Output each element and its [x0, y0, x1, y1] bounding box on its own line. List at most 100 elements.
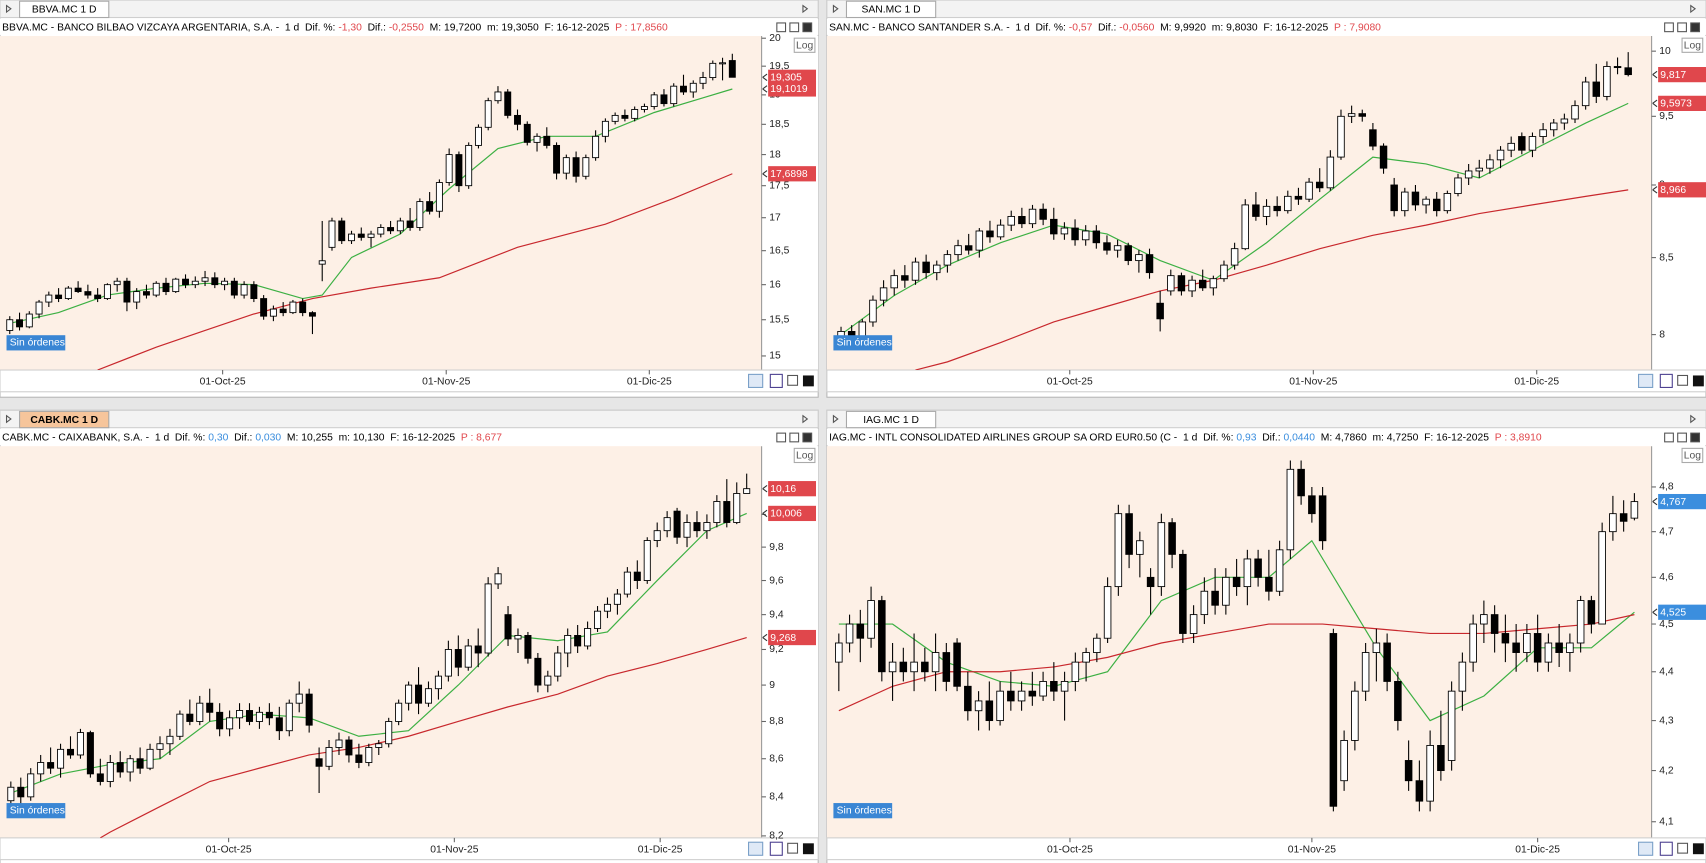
- candle-body: [196, 702, 204, 722]
- candle-body: [703, 522, 711, 532]
- candle-body: [106, 762, 114, 782]
- fill-button[interactable]: [1692, 375, 1704, 387]
- chart-panel: CABK.MC 1 D CABK.MC - CAIXABANK, S.A. - 1…: [0, 409, 819, 863]
- x-axis-area: [0, 369, 819, 393]
- candle-body: [985, 700, 994, 722]
- candle-body: [1587, 600, 1596, 625]
- candle-body: [514, 635, 522, 640]
- indicator-button[interactable]: [1637, 373, 1654, 388]
- tab-scroll-icon[interactable]: [1690, 4, 1697, 14]
- candle-body: [1028, 690, 1037, 697]
- tab-scroll-icon[interactable]: [1690, 414, 1697, 424]
- window-button[interactable]: [1664, 22, 1674, 33]
- header-segment: P : 17,8560: [615, 22, 668, 33]
- tab-scroll-icon[interactable]: [802, 414, 809, 424]
- tab-menu-icon[interactable]: [5, 4, 12, 14]
- price-label: 9,5973: [1660, 99, 1692, 110]
- log-button[interactable]: [1681, 37, 1704, 53]
- tab[interactable]: [19, 410, 110, 429]
- candle-body: [1518, 136, 1526, 151]
- candle-body: [465, 144, 473, 187]
- fill-button[interactable]: [802, 375, 814, 387]
- candle-body: [524, 635, 532, 659]
- candle-body: [631, 109, 639, 119]
- window-button[interactable]: [1677, 22, 1687, 33]
- tab-menu-icon[interactable]: [5, 414, 12, 424]
- candle-body: [1222, 576, 1230, 606]
- candle-body: [890, 275, 898, 289]
- candle-body: [1539, 129, 1547, 137]
- y-axis-area: [1651, 36, 1706, 371]
- fill-button[interactable]: [802, 843, 814, 855]
- candle-body: [35, 301, 43, 315]
- save-button[interactable]: [769, 373, 783, 388]
- indicator-button[interactable]: [748, 841, 764, 856]
- header-segment: SAN.MC - BANCO SANTANDER S.A. - 1 d Dif.…: [829, 22, 1069, 33]
- candle-body: [146, 748, 154, 769]
- window-button[interactable]: [776, 22, 787, 33]
- candle-body: [953, 642, 961, 687]
- log-button[interactable]: [1681, 447, 1704, 464]
- indicator-button[interactable]: [748, 373, 764, 388]
- orders-button[interactable]: [833, 335, 893, 351]
- fill-button[interactable]: [1692, 843, 1704, 855]
- window-button[interactable]: [1677, 432, 1687, 443]
- candle-body: [1050, 218, 1058, 235]
- window-button[interactable]: [802, 432, 813, 443]
- window-button[interactable]: [1690, 432, 1701, 443]
- candle-body: [888, 661, 897, 673]
- restore-button[interactable]: [1677, 374, 1689, 386]
- header-segment: P : 3,8910: [1495, 432, 1542, 443]
- header-segment: 0,0440: [1283, 432, 1315, 443]
- candle-body: [236, 710, 244, 719]
- candle-body: [415, 684, 423, 704]
- y-tick-label: 15: [769, 351, 781, 362]
- candle-body: [713, 501, 721, 523]
- chart-panel: IAG.MC 1 D IAG.MC - INTL CONSOLIDATED AIR…: [826, 409, 1706, 863]
- log-button[interactable]: [793, 37, 816, 53]
- tab-menu-icon[interactable]: [832, 414, 839, 424]
- window-button[interactable]: [1690, 22, 1701, 33]
- candle-body: [305, 693, 313, 726]
- candle-body: [869, 299, 877, 323]
- save-button[interactable]: [769, 841, 783, 856]
- y-tick-label: 9,6: [769, 575, 784, 586]
- orders-button[interactable]: [6, 803, 66, 819]
- candle-body: [1318, 495, 1327, 542]
- log-button[interactable]: [793, 447, 816, 464]
- restore-button[interactable]: [787, 374, 799, 386]
- price-label-box: [1658, 604, 1706, 620]
- tab-menu-icon[interactable]: [832, 4, 839, 14]
- restore-button[interactable]: [1677, 842, 1689, 854]
- save-button[interactable]: [1659, 373, 1673, 388]
- save-button[interactable]: [1659, 841, 1673, 856]
- window-button[interactable]: [789, 432, 800, 443]
- window-button[interactable]: [1664, 432, 1674, 443]
- orders-button[interactable]: [833, 803, 893, 819]
- header-segment: P : 7,9080: [1334, 22, 1381, 33]
- tab-scroll-icon[interactable]: [802, 4, 809, 14]
- candle-body: [355, 754, 363, 763]
- indicator-button[interactable]: [1637, 841, 1654, 856]
- window-button[interactable]: [776, 432, 787, 443]
- price-label-box: [1658, 67, 1706, 83]
- tab[interactable]: [845, 410, 937, 429]
- y-tick-label: 8,8: [769, 716, 784, 727]
- window-button[interactable]: [789, 22, 800, 33]
- candle-body: [1103, 242, 1111, 251]
- candle-body: [424, 688, 433, 704]
- restore-button[interactable]: [787, 842, 799, 854]
- candle-body: [123, 280, 131, 303]
- y-tick-label: 18: [769, 149, 781, 160]
- tab[interactable]: [845, 0, 937, 19]
- candle-body: [1050, 681, 1058, 692]
- tab[interactable]: [19, 0, 110, 19]
- candle-body: [974, 700, 983, 712]
- price-marker: [1652, 497, 1658, 506]
- candle-body: [289, 301, 297, 314]
- candle-body: [680, 85, 687, 93]
- candle-body: [650, 94, 658, 107]
- orders-button[interactable]: [6, 335, 66, 351]
- window-button[interactable]: [802, 22, 813, 33]
- candle-body: [1017, 690, 1026, 702]
